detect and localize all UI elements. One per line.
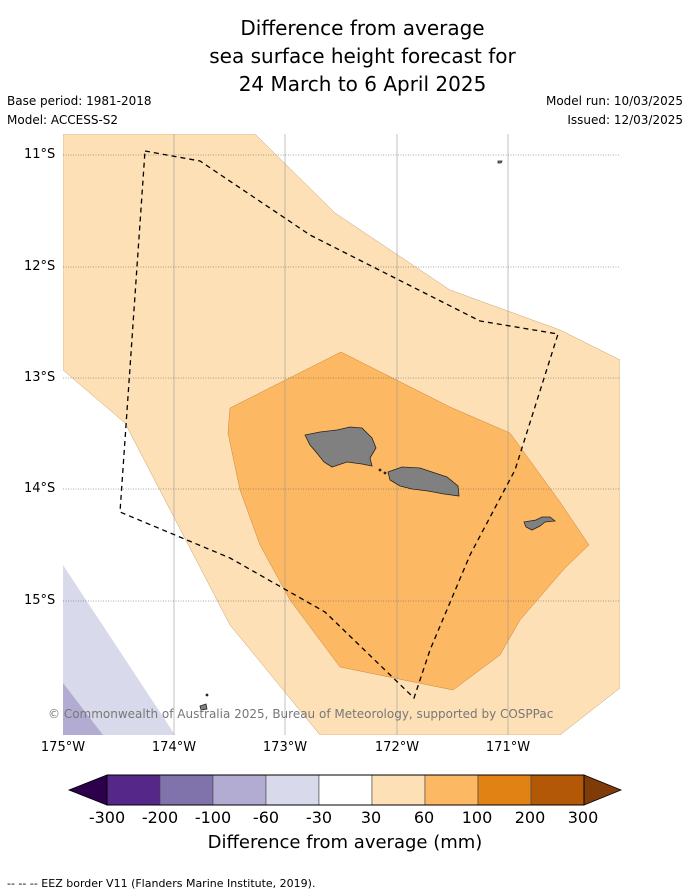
colorbar-segment [424, 774, 479, 806]
colorbar-segment [318, 774, 373, 806]
colorbar-tick: -60 [252, 808, 280, 827]
colorbar-segment [265, 774, 320, 806]
lon-label-171w: 171°W [485, 740, 531, 755]
title-line-3: 24 March to 6 April 2025 [238, 72, 487, 96]
map-area [63, 134, 620, 735]
land [199, 160, 557, 711]
colorbar-tick: -30 [305, 808, 333, 827]
meta-left: Base period: 1981-2018 Model: ACCESS-S2 [7, 94, 152, 132]
savaii-island [304, 426, 377, 468]
lat-label-12s: 12°S [24, 259, 56, 274]
colorbar-extend-high [583, 774, 623, 806]
lon-label-172w: 172°W [374, 740, 420, 755]
colorbar-tick: 300 [567, 808, 599, 827]
colorbar-tick: 200 [514, 808, 546, 827]
upolu-island [387, 466, 460, 497]
lon-label-175w: 175°W [40, 740, 86, 755]
colorbar-tick: 30 [360, 808, 382, 827]
colorbar-tick: -100 [194, 808, 232, 827]
apolima-islet [378, 468, 382, 472]
lat-gridlines [63, 154, 620, 602]
lon-label-173w: 173°W [262, 740, 308, 755]
gridlines [173, 134, 509, 735]
meta-right: Model run: 10/03/2025 Issued: 12/03/2025 [546, 94, 683, 132]
model-run: Model run: 10/03/2025 [545, 94, 683, 108]
colorbar-tick: 60 [413, 808, 435, 827]
colorbar-extend-low [67, 774, 108, 806]
colorbar-frame [106, 774, 585, 806]
issued-date: Issued: 12/03/2025 [567, 113, 683, 127]
colorbar [67, 774, 623, 806]
lat-label-15s: 15°S [24, 593, 56, 608]
colorbar-segment [477, 774, 532, 806]
title-line-1: Difference from average [240, 16, 485, 40]
small-island-north [497, 160, 503, 164]
colorbar-label: Difference from average (mm) [207, 832, 483, 853]
colorbar-tick: -300 [88, 808, 126, 827]
colorbar-segment [530, 774, 585, 806]
base-period: Base period: 1981-2018 [7, 94, 152, 108]
lat-label-13s: 13°S [24, 370, 56, 385]
anomaly-region-neg30 [63, 565, 175, 735]
lon-label-174w: 174°W [151, 740, 197, 755]
colorbar-tick: 100 [461, 808, 493, 827]
colorbar-segment [106, 774, 161, 806]
eez-border [119, 150, 559, 700]
colorbar-segment [371, 774, 426, 806]
rose-atoll [205, 693, 209, 697]
copyright-notice: © Commonwealth of Australia 2025, Bureau… [48, 707, 554, 721]
colorbar-tick: -200 [141, 808, 179, 827]
title-line-2: sea surface height forecast for [209, 44, 516, 68]
tutuila-island [523, 516, 557, 531]
model-name: Model: ACCESS-S2 [7, 113, 119, 127]
eez-legend-note: -- -- -- EEZ border V11 (Flanders Marine… [7, 877, 316, 890]
small-island-southwest [199, 703, 208, 711]
colorbar-segment [212, 774, 267, 806]
anomaly-region-neg60 [63, 683, 103, 735]
lat-label-11s: 11°S [24, 147, 56, 162]
colorbar-segment [159, 774, 214, 806]
manono-islet [383, 471, 387, 475]
lat-label-14s: 14°S [24, 481, 56, 496]
chart-title: Difference from average sea surface heig… [0, 14, 690, 98]
